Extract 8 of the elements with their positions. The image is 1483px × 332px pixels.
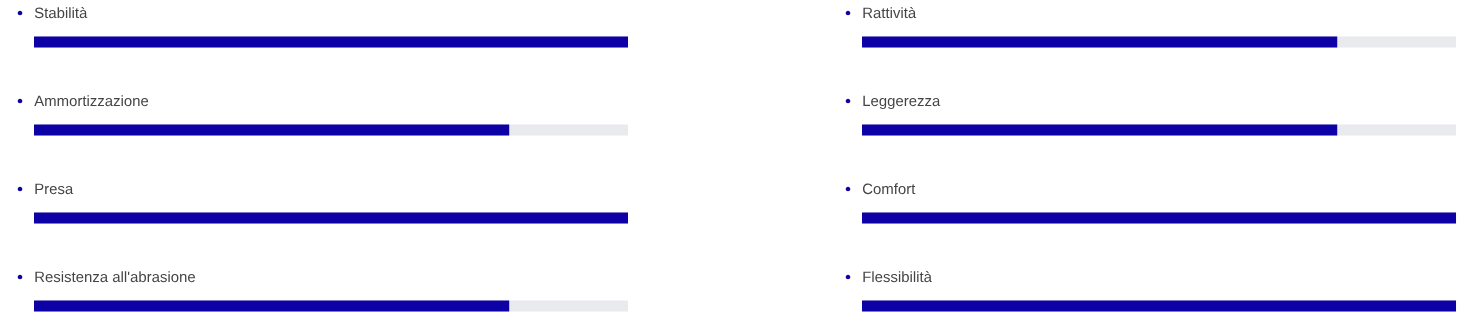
y-tick-label: Presa — [35, 183, 74, 195]
y-tick-label: Flessibilità — [863, 271, 932, 283]
y-tick-label: Stabilità — [34, 7, 88, 19]
y-tick-label: Rattività — [863, 7, 917, 19]
y-tick-label: Resistenza all'abrasione — [35, 271, 195, 283]
y-tick-label: Comfort — [862, 183, 916, 195]
y-tick-label: Leggerezza — [863, 95, 941, 110]
y-tick-label: Ammortizzazione — [34, 95, 149, 107]
